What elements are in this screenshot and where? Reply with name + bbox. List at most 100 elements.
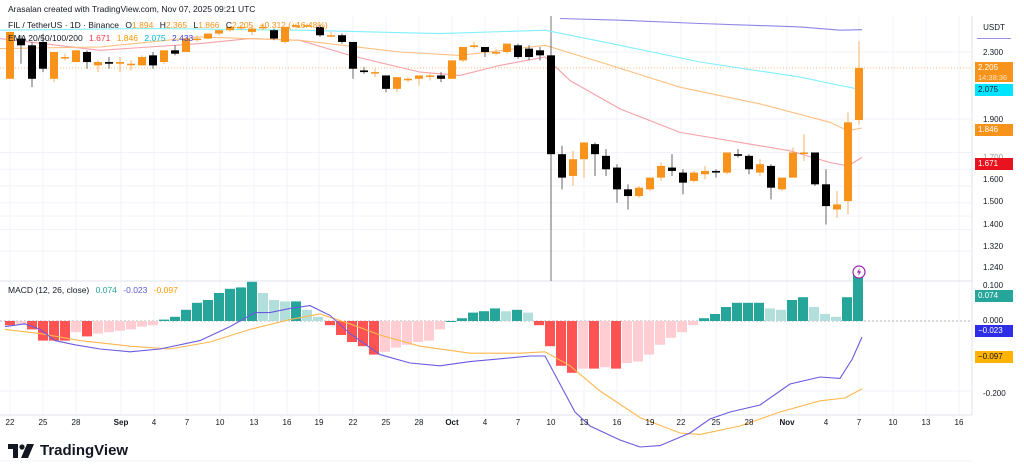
candle[interactable]	[602, 149, 610, 176]
candle[interactable]	[105, 57, 113, 69]
candle[interactable]	[701, 165, 709, 180]
candle[interactable]	[281, 26, 289, 44]
candle[interactable]	[558, 145, 566, 190]
macd-histogram-bar	[589, 321, 599, 369]
candle[interactable]	[492, 48, 500, 56]
candle[interactable]	[833, 191, 841, 218]
candle[interactable]	[50, 52, 58, 83]
candle[interactable]	[360, 67, 368, 74]
candle[interactable]	[426, 73, 434, 81]
candle[interactable]	[767, 164, 775, 200]
candle[interactable]	[778, 177, 786, 192]
candle[interactable]	[193, 35, 201, 42]
macd-histogram-bar	[798, 297, 808, 321]
candle[interactable]	[382, 75, 390, 93]
macd-histogram-bar	[853, 269, 863, 321]
candle[interactable]	[481, 46, 489, 58]
candle[interactable]	[28, 41, 36, 88]
candle[interactable]	[591, 142, 599, 176]
candle[interactable]	[855, 41, 863, 125]
candle[interactable]	[94, 60, 102, 73]
candle[interactable]	[624, 184, 632, 210]
candle[interactable]	[393, 77, 401, 93]
candle[interactable]	[547, 38, 555, 230]
candle[interactable]	[17, 35, 25, 64]
candle[interactable]	[171, 45, 179, 56]
candle[interactable]	[292, 23, 300, 29]
time-axis-label: 4	[482, 418, 488, 427]
candle[interactable]	[723, 152, 731, 175]
candle[interactable]	[338, 33, 346, 44]
candle[interactable]	[470, 41, 478, 49]
candle[interactable]	[712, 169, 720, 178]
candle[interactable]	[138, 55, 146, 66]
time-axis[interactable]: 22 25 28 Sep 4 7 10 13 16 19 22 25 28 Oct 4 7 10 13 16 19 22…	[0, 418, 970, 432]
candle[interactable]	[349, 41, 357, 79]
macd-histogram-bar	[457, 318, 467, 321]
candle[interactable]	[613, 164, 621, 203]
candle[interactable]	[61, 53, 69, 61]
candle[interactable]	[514, 43, 522, 59]
candle[interactable]	[745, 154, 753, 175]
ema20-line	[0, 38, 863, 167]
candle[interactable]	[734, 149, 742, 158]
candle[interactable]	[371, 68, 379, 78]
candle[interactable]	[259, 23, 267, 31]
macd-histogram-bar	[754, 302, 764, 321]
candle[interactable]	[270, 28, 278, 41]
candle[interactable]	[437, 72, 445, 83]
macd-histogram-bar	[688, 321, 698, 326]
brand-name: TradingView	[40, 442, 129, 459]
candle[interactable]	[226, 26, 234, 32]
candle[interactable]	[448, 60, 456, 79]
candle[interactable]	[679, 169, 687, 195]
candle[interactable]	[237, 25, 245, 31]
candle[interactable]	[327, 31, 335, 37]
candle[interactable]	[204, 33, 212, 39]
candle[interactable]	[160, 50, 168, 64]
ema-legend[interactable]: EMA 20/50/100/200 1.671 1.846 2.075 2.43…	[8, 33, 197, 43]
candle[interactable]	[127, 60, 135, 71]
candle[interactable]	[822, 169, 830, 225]
candle[interactable]	[303, 23, 311, 27]
candle[interactable]	[690, 170, 698, 183]
symbol-name[interactable]: FIL / TetherUS · 1D · Binance	[8, 20, 120, 30]
candle[interactable]	[415, 75, 423, 86]
macd-histogram-bar	[280, 301, 290, 321]
macd-legend[interactable]: MACD (12, 26, close) 0.074 -0.023 -0.097	[8, 285, 182, 295]
candle[interactable]	[503, 43, 511, 54]
candle[interactable]	[459, 46, 467, 63]
macd-histogram-bar	[512, 309, 522, 321]
candle[interactable]	[83, 50, 91, 69]
candle[interactable]	[646, 177, 654, 192]
candle[interactable]	[248, 25, 256, 36]
candle[interactable]	[536, 46, 544, 61]
time-axis-label: 25	[38, 418, 48, 427]
candle[interactable]	[635, 186, 643, 198]
currency-label[interactable]: USDT	[977, 18, 1011, 39]
candle[interactable]	[756, 159, 764, 176]
alert-lightning-icon[interactable]	[852, 265, 866, 279]
candle[interactable]	[182, 38, 190, 52]
candle[interactable]	[789, 147, 797, 178]
candle[interactable]	[39, 33, 47, 73]
candle[interactable]	[316, 25, 324, 37]
candle[interactable]	[72, 50, 80, 63]
candle[interactable]	[580, 142, 588, 178]
candle[interactable]	[404, 77, 412, 83]
candle[interactable]	[844, 112, 852, 215]
candle[interactable]	[6, 31, 14, 79]
candle[interactable]	[800, 134, 808, 161]
candle[interactable]	[569, 150, 577, 186]
macd-histogram-bar	[347, 321, 357, 342]
candle[interactable]	[668, 154, 676, 176]
candle[interactable]	[116, 57, 124, 73]
tradingview-logo[interactable]: TradingView	[8, 442, 128, 459]
candle[interactable]	[811, 152, 819, 187]
ema20-tag: 1.671	[975, 158, 1013, 170]
candle[interactable]	[525, 45, 533, 61]
candle[interactable]	[149, 52, 157, 69]
candle[interactable]	[657, 162, 665, 181]
candle[interactable]	[215, 30, 223, 36]
